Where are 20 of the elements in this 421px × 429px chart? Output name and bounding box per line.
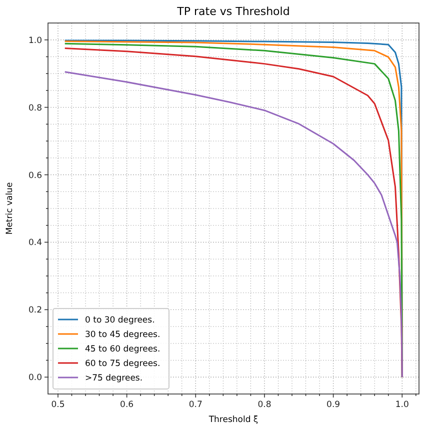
legend-label: 30 to 45 degrees. bbox=[85, 330, 160, 340]
x-axis-title: Threshold ξ bbox=[208, 415, 258, 425]
legend-label: 0 to 30 degrees. bbox=[85, 316, 155, 326]
y-tick-label: 0.0 bbox=[28, 373, 42, 384]
legend-label: >75 degrees. bbox=[85, 374, 143, 384]
y-tick-label: 0.4 bbox=[28, 238, 42, 248]
x-tick-label: 0.8 bbox=[258, 400, 272, 410]
y-tick-label: 0.8 bbox=[28, 103, 42, 114]
y-axis-title: Metric value bbox=[5, 182, 15, 235]
x-tick-label: 0.5 bbox=[51, 400, 65, 410]
x-tick-label: 0.6 bbox=[120, 400, 134, 410]
y-tick-label: 1.0 bbox=[28, 36, 42, 46]
legend-label: 45 to 60 degrees. bbox=[85, 344, 160, 354]
chart-title: TP rate vs Threshold bbox=[176, 5, 290, 18]
y-tick-label: 0.2 bbox=[28, 306, 42, 316]
x-tick-label: 0.9 bbox=[326, 400, 340, 410]
legend-label: 60 to 75 degrees. bbox=[85, 359, 160, 369]
x-tick-label: 1.0 bbox=[395, 400, 409, 410]
x-tick-label: 0.7 bbox=[188, 400, 202, 410]
y-tick-label: 0.6 bbox=[28, 170, 42, 181]
